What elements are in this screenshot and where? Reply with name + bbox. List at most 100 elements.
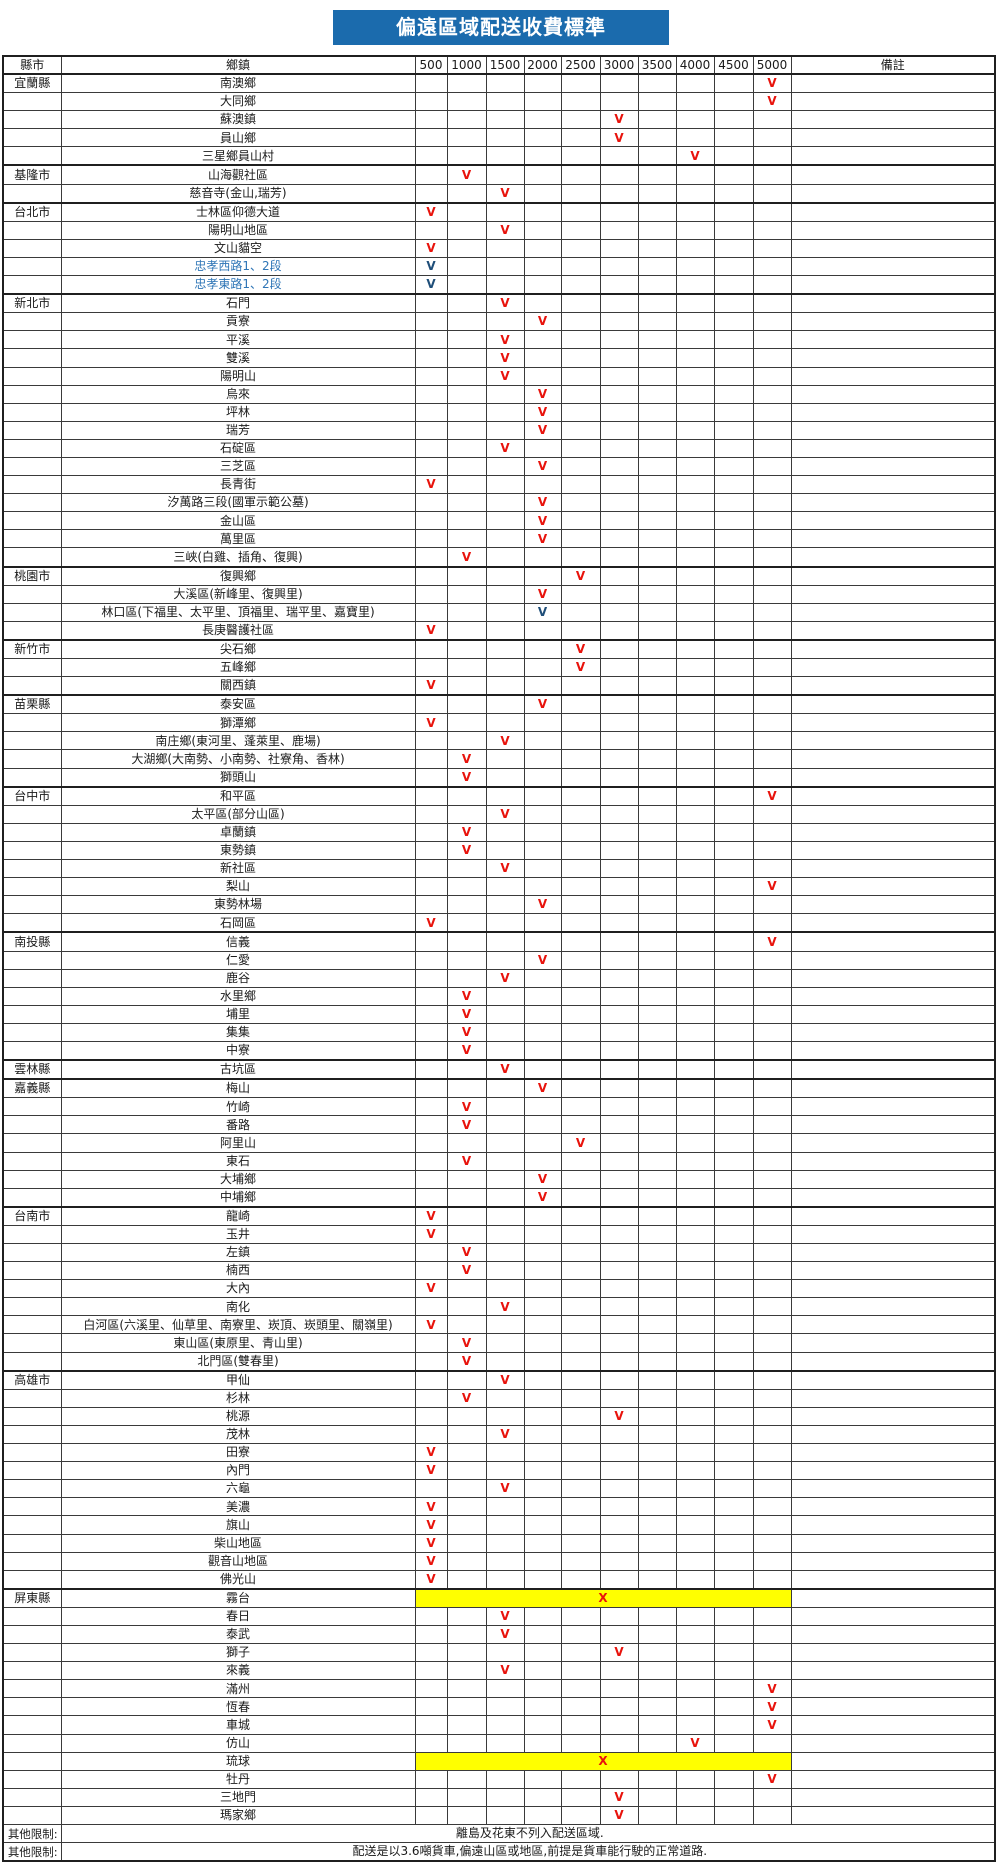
fee-cell [446,1533,487,1553]
fee-cell [752,1369,792,1390]
fee-cell [446,384,487,404]
fee-cell [599,950,639,970]
fee-cell [414,348,448,368]
fee-cell [637,1059,677,1080]
fee-cell: V [414,238,448,258]
fee-cell [560,1515,601,1535]
fee-cell [675,256,715,277]
fee-cell [599,330,639,350]
fee-cell [523,1461,562,1481]
table-row: 茂林 V [2,1424,996,1445]
fee-cell [446,1479,487,1499]
fee-cell [713,330,754,350]
fee-cell [713,1479,754,1499]
fee-cell [560,913,601,933]
fee-cell [560,804,601,824]
fee-cell [599,1661,639,1681]
fee-cell: V [752,785,792,806]
fee-cell: V [485,220,525,240]
fee-cell [560,146,601,166]
county-cell [2,1569,62,1590]
fee-cell [560,1004,601,1024]
fee-cell [560,420,601,440]
v-mark: V [537,1189,548,1204]
fee-cell [485,840,525,861]
township-cell: 仁愛 [60,950,416,970]
remark-cell [790,438,996,458]
fee-cell: V [560,638,601,659]
table-row: 玉井 V [2,1224,996,1245]
fee-cell [414,1078,448,1099]
v-mark: V [461,1335,472,1350]
remark-cell [790,1261,996,1281]
township-cell: 左鎮 [60,1242,416,1263]
fee-cell [414,986,448,1006]
county-cell [2,859,62,879]
fee-cell [599,201,639,222]
fee-cell [713,1315,754,1335]
fee-cell: V [485,1424,525,1445]
remark-cell [790,420,996,440]
fee-cell [637,1315,677,1335]
v-mark: V [461,1153,472,1168]
fee-cell [637,110,677,130]
township-cell: 長青街 [60,475,416,495]
fee-cell [523,1333,562,1353]
fee-cell [713,694,754,715]
fee-cell [560,1059,601,1080]
table-row: 陽明山 V [2,366,996,386]
fee-cell [599,1551,639,1571]
fee-cell [523,859,562,879]
fee-cell [752,420,792,440]
fee-cell [713,1133,754,1153]
remark-cell [790,1697,996,1717]
table-row: 新北市 石門 V [2,293,996,314]
remark-cell [790,1606,996,1626]
fee-cell [752,1479,792,1499]
fee-cell [599,676,639,696]
v-mark: V [537,314,548,329]
county-cell [2,1461,62,1481]
fee-cell [414,1643,448,1663]
fee-cell [446,638,487,659]
fee-cell [446,73,487,94]
fee-cell [523,1297,562,1317]
fee-cell [675,1406,715,1426]
table-row: 忠孝東路1、2段 V [2,275,996,295]
table-row: 新社區 V [2,859,996,879]
fee-cell [675,1443,715,1463]
fee-cell [637,1078,677,1099]
fee-cell [675,366,715,386]
v-mark: V [537,586,548,601]
fee-cell [414,1369,448,1390]
fee-cell [713,256,754,277]
county-cell [2,1224,62,1245]
fee-cell [599,913,639,933]
fee-cell [414,1624,448,1645]
fee-cell [599,584,639,604]
fee-cell: V [414,1461,448,1481]
township-cell: 太平區(部分山區) [60,804,416,824]
fee-cell [675,1515,715,1535]
fee-cell [560,1805,601,1826]
remark-cell [790,1406,996,1426]
remark-cell [790,1369,996,1390]
fee-cell [560,183,601,204]
fee-cell [599,511,639,531]
fee-cell: V [523,456,562,477]
county-cell [2,475,62,495]
fee-cell [523,1242,562,1263]
remark-cell [790,1643,996,1663]
fee-cell [713,1643,754,1663]
county-cell [2,1351,62,1372]
fee-cell [485,128,525,148]
county-cell [2,1388,62,1408]
remark-cell [790,1279,996,1299]
fee-cell [485,529,525,549]
remark-cell [790,456,996,477]
column-header: 2500 [560,55,601,75]
fee-cell [637,547,677,568]
fee-cell [713,183,754,204]
fee-cell [414,804,448,824]
remark-cell [790,1551,996,1571]
